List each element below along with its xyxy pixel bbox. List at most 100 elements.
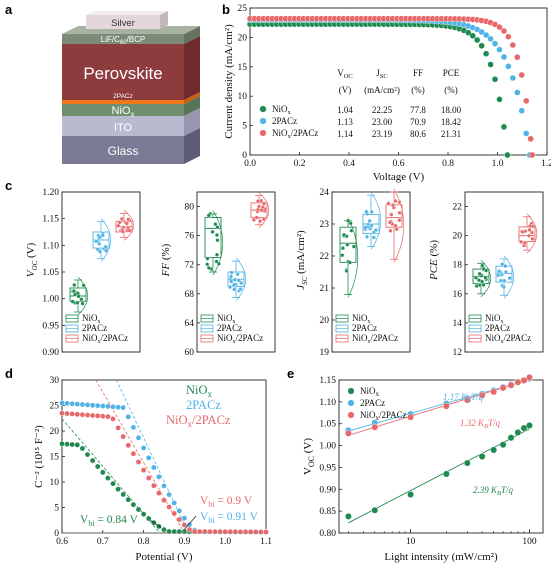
ms-point (120, 404, 126, 411)
vbi-label: Vbi = 0.9 V (200, 495, 253, 509)
box-point (70, 299, 75, 304)
ms-point (105, 403, 111, 410)
ms-point (176, 528, 183, 535)
box-point (345, 242, 350, 247)
legend-label: NiOx/2PACz (485, 333, 531, 345)
box-point (502, 278, 507, 283)
ms-point (59, 400, 65, 406)
table-cell: 1.04 (337, 105, 353, 115)
y-tick-label: 10 (50, 478, 60, 488)
ms-point (156, 490, 162, 496)
box-point (251, 217, 256, 222)
ms-point (196, 528, 203, 535)
legend-label: NiOx (217, 313, 236, 325)
box-point (363, 225, 368, 230)
box-point (214, 232, 220, 238)
box-point (229, 279, 234, 284)
ms-point (89, 402, 96, 409)
jv-point (505, 63, 512, 70)
jv-point (496, 46, 503, 53)
box-point (473, 275, 479, 280)
voc-point (345, 429, 352, 437)
table-cell: 70.9 (410, 117, 426, 127)
box-point (215, 225, 220, 230)
x-tick-label: 1.0 (492, 159, 504, 169)
layer-2pacz: 2PACz (113, 93, 133, 100)
box-point (213, 222, 218, 227)
ms-point (191, 528, 198, 535)
y-tick-label: 22 (453, 203, 463, 213)
x-tick-label: 10 (406, 537, 416, 547)
y-tick-label: 18 (453, 261, 463, 271)
ms-point (176, 508, 183, 514)
jv-point (523, 97, 530, 105)
box-body (204, 217, 222, 258)
x-tick-label: 0.8 (442, 159, 454, 169)
box-point (75, 300, 80, 305)
ms-point (69, 411, 75, 417)
layer-niox: NiOx (112, 105, 135, 119)
jv-point (474, 36, 481, 44)
box-point (104, 248, 109, 253)
fit-line (348, 428, 530, 524)
box-point (72, 282, 77, 288)
jv-point (478, 42, 485, 49)
box-point (100, 233, 105, 238)
table-unit: (%) (411, 85, 425, 95)
ms-point (161, 483, 167, 489)
voc-point (507, 434, 515, 442)
x-tick-label: 0.7 (97, 537, 109, 547)
box-point (97, 249, 103, 254)
ms-point (100, 413, 106, 420)
ms-point (59, 410, 65, 416)
ms-point (130, 450, 137, 457)
ms-point (125, 442, 132, 449)
voc-point (463, 459, 471, 467)
panel-label-e: e (287, 366, 294, 381)
x-tick-label: 0.0 (244, 159, 256, 169)
ms-point (258, 529, 264, 535)
box-point (397, 200, 402, 205)
layer-ito: ITO (114, 122, 133, 134)
fit-label: 1.32 KBT/q (460, 418, 501, 430)
voc-point (520, 424, 528, 432)
fit-label: 2.39 KBT/q (473, 485, 514, 497)
ms-point (145, 515, 152, 522)
table-cell: 21.31 (441, 129, 461, 139)
box-point (93, 239, 99, 244)
voc-point (520, 377, 528, 384)
layer-perovskite: Perovskite (83, 64, 162, 83)
y-tick-label: 0.90 (319, 485, 336, 495)
table-cell: 18.00 (441, 105, 462, 115)
box-point (344, 268, 349, 274)
x-tick-label: 1.0 (219, 537, 231, 547)
jv-point (487, 35, 494, 43)
voc-point (407, 413, 414, 421)
legend-marker (259, 129, 267, 137)
table-cell: 1.13 (337, 117, 353, 127)
voc-point (499, 441, 507, 449)
ms-point (120, 433, 126, 440)
jv-point (496, 23, 503, 31)
panel-label-a: a (5, 2, 13, 17)
legend-label: NiOx/2PACz (352, 333, 398, 345)
ms-point (237, 529, 244, 535)
ms-point (64, 400, 70, 407)
violin-outline (212, 210, 223, 276)
ms-point (145, 455, 152, 461)
jv-point (528, 151, 536, 159)
ms-point (171, 500, 177, 506)
vbi-label: Vbi = 0.91 V (200, 511, 259, 525)
jv-point (496, 96, 503, 103)
x-axis-label: Light intensity (mW/cm²) (384, 551, 498, 563)
box-point (260, 204, 266, 210)
box-point (373, 227, 378, 233)
voc-intensity-chart: 10 100 0.80 0.85 0.90 0.95 1.00 1.05 1.10 1.15 Lig… (302, 373, 544, 563)
voc-point (371, 423, 379, 431)
box-point (340, 246, 346, 251)
ms-point (100, 403, 106, 409)
box-point (232, 282, 237, 287)
y-tick-label: 15 (238, 63, 248, 73)
box-point (261, 216, 266, 222)
box-point (214, 259, 219, 264)
